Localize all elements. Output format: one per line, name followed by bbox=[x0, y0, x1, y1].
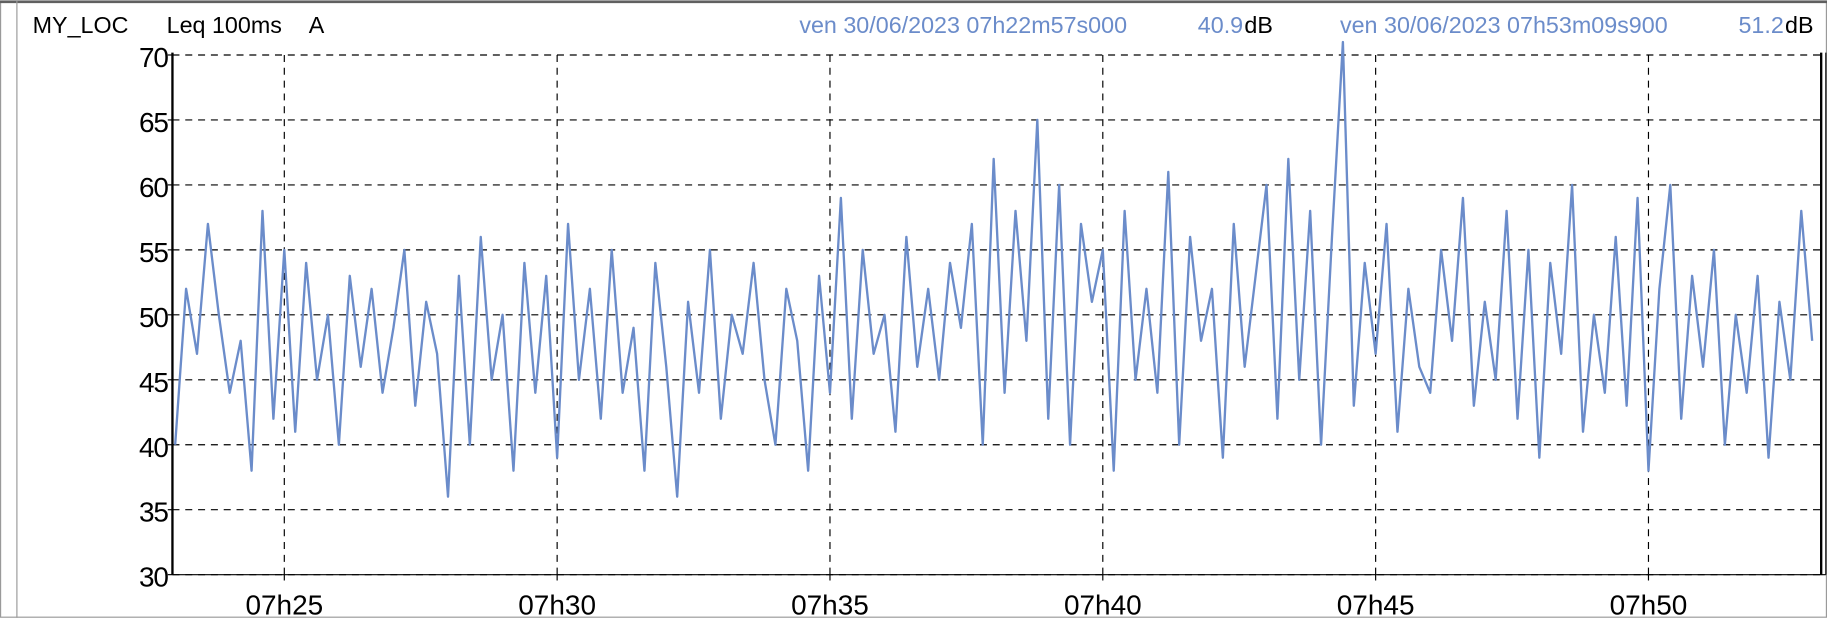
y-tick-label: 45 bbox=[139, 367, 168, 398]
x-tick-label: 07h35 bbox=[791, 590, 869, 618]
cursor-time: ven 30/06/2023 07h22m57s000 bbox=[799, 12, 1127, 38]
y-tick-label: 40 bbox=[139, 432, 168, 463]
x-tick-label: 07h25 bbox=[245, 590, 323, 618]
cursor-unit: dB bbox=[1244, 12, 1272, 38]
y-tick-label: 50 bbox=[139, 302, 168, 333]
location: MY_LOC bbox=[33, 12, 129, 38]
y-tick-label: 55 bbox=[139, 237, 168, 268]
metric: Leq 100ms bbox=[167, 12, 282, 38]
y-tick-label: 60 bbox=[139, 172, 168, 203]
x-tick-label: 07h40 bbox=[1064, 590, 1142, 618]
x-tick-label: 07h30 bbox=[518, 590, 596, 618]
cursor-value: 40.9 bbox=[1198, 12, 1243, 38]
y-tick-label: 30 bbox=[139, 562, 168, 593]
plot-area: 30 35 40 45 50 55 60 65 70 07h25 07h30 07h35 07h40 07… bbox=[139, 40, 1827, 618]
y-tick-label: 70 bbox=[139, 42, 168, 73]
weighting: A bbox=[309, 12, 325, 38]
cursor-time: ven 30/06/2023 07h53m09s900 bbox=[1340, 12, 1668, 38]
x-tick-label: 07h45 bbox=[1337, 590, 1415, 618]
data-line bbox=[174, 40, 1814, 498]
cursor-value: 51.2 bbox=[1738, 12, 1783, 38]
y-tick-label: 35 bbox=[139, 497, 168, 528]
x-tick-label: 07h50 bbox=[1610, 590, 1688, 618]
cursor-unit: dB bbox=[1785, 12, 1813, 38]
y-tick-label: 65 bbox=[139, 107, 168, 138]
